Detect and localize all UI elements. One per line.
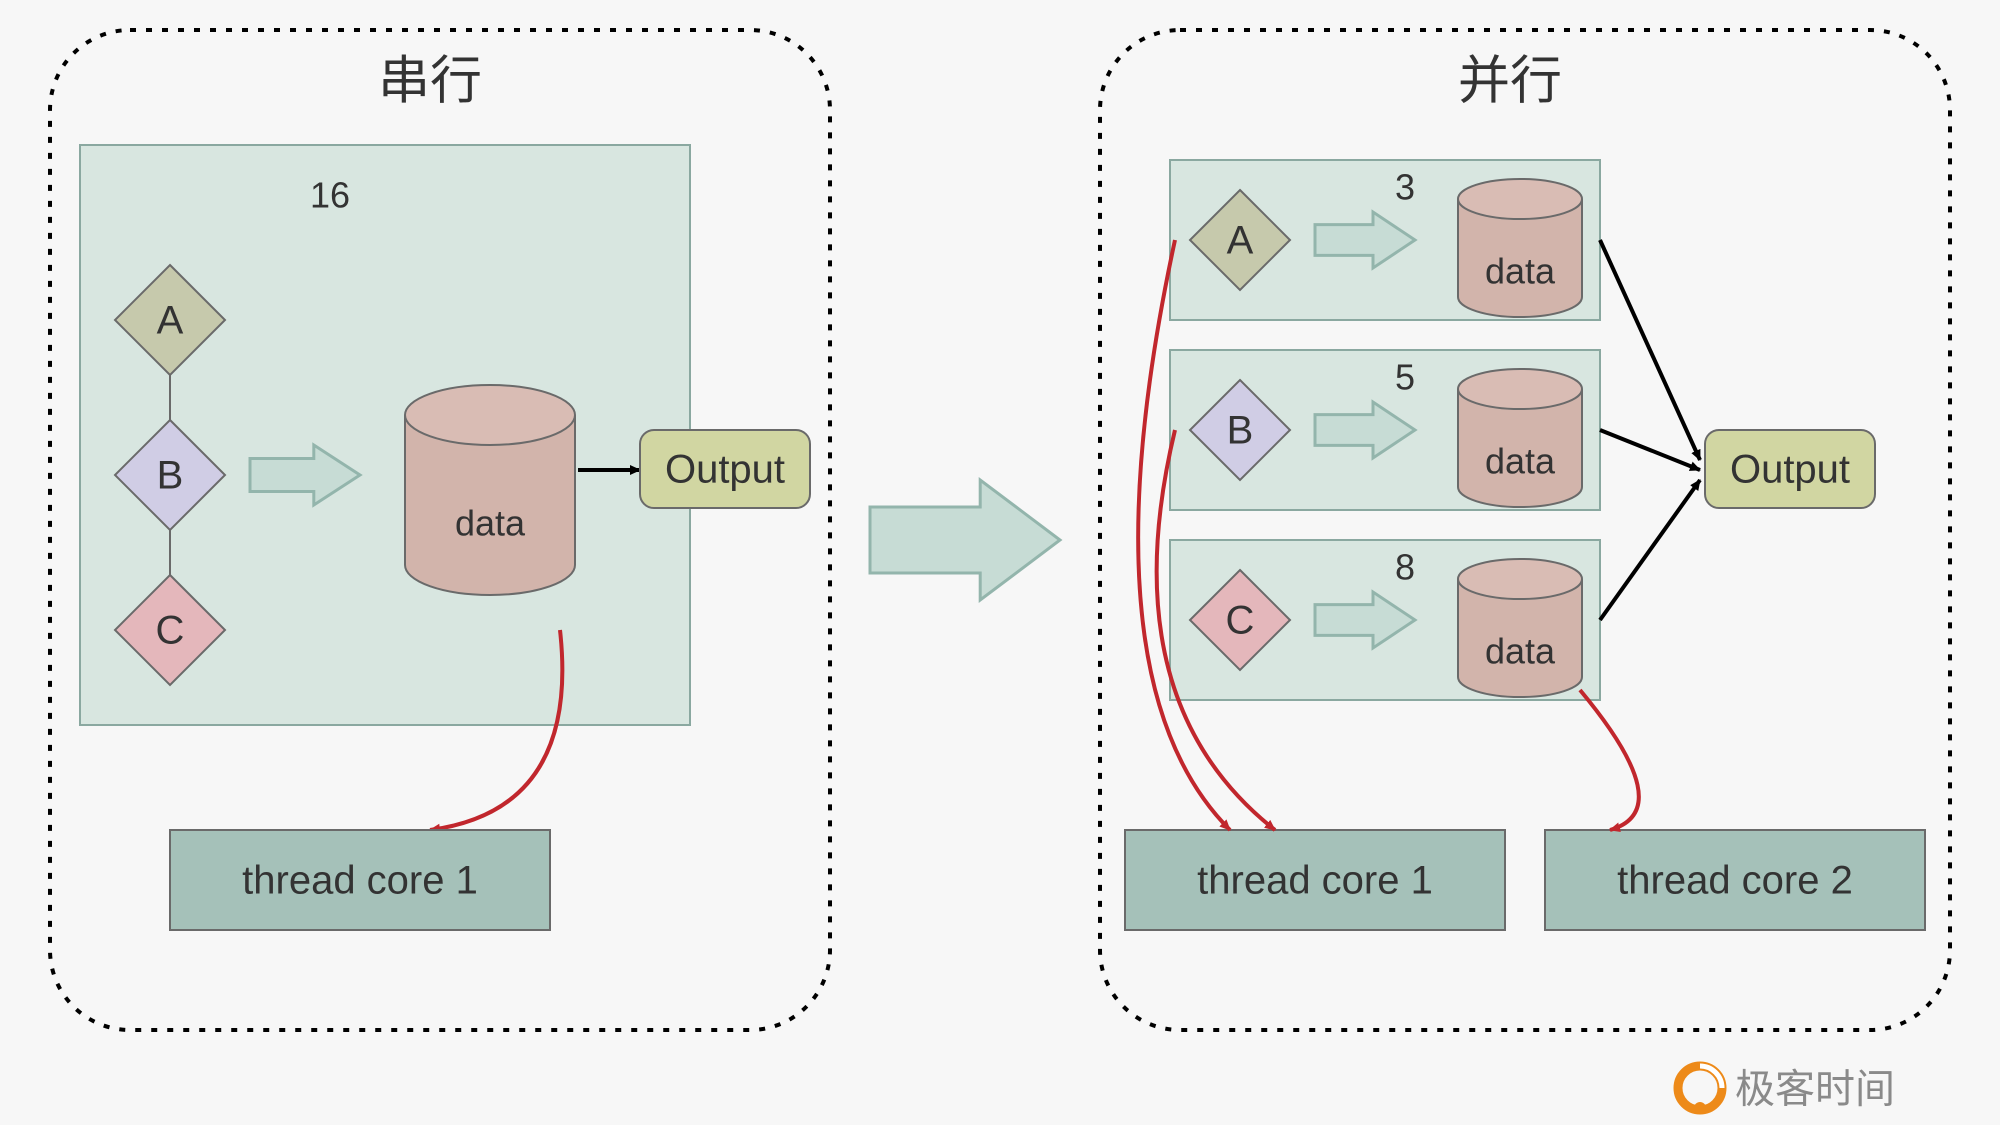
cylinder-top: [405, 385, 575, 445]
logo-text: 极客时间: [1735, 1068, 1895, 1112]
svg-text:3: 3: [1395, 167, 1415, 208]
arrow-red: [1580, 690, 1639, 830]
svg-text:A: A: [1227, 219, 1254, 263]
arrow-black: [1600, 480, 1700, 620]
svg-text:data: data: [1485, 441, 1556, 482]
svg-text:data: data: [1485, 631, 1556, 672]
svg-text:B: B: [157, 454, 184, 498]
svg-text:thread core 1: thread core 1: [242, 859, 478, 903]
svg-text:Output: Output: [665, 448, 785, 492]
svg-text:16: 16: [310, 175, 350, 216]
svg-text:A: A: [157, 299, 184, 343]
arrow-red: [1138, 240, 1230, 830]
svg-text:串行: 串行: [378, 53, 482, 111]
svg-text:B: B: [1227, 409, 1254, 453]
svg-text:Output: Output: [1730, 448, 1850, 492]
cylinder-top: [1458, 559, 1582, 599]
cylinder-top: [1458, 179, 1582, 219]
svg-text:并行: 并行: [1458, 53, 1562, 111]
arrow-black: [1600, 430, 1700, 470]
svg-text:C: C: [1226, 599, 1255, 643]
svg-text:data: data: [1485, 251, 1556, 292]
diagram-svg: 串行 16 A B Cdata Output thread core 1 并行 A 3 data B 5…: [0, 0, 2000, 1125]
svg-text:8: 8: [1395, 547, 1415, 588]
svg-text:thread core 1: thread core 1: [1197, 859, 1433, 903]
svg-text:thread core 2: thread core 2: [1617, 859, 1853, 903]
block-arrow: [870, 480, 1060, 600]
svg-text:data: data: [455, 503, 526, 544]
svg-text:5: 5: [1395, 357, 1415, 398]
cylinder-top: [1458, 369, 1582, 409]
arrow-black: [1600, 240, 1700, 460]
svg-text:C: C: [156, 609, 185, 653]
diagram-canvas: 串行 16 A B Cdata Output thread core 1 并行 A 3 data B 5…: [0, 0, 2000, 1125]
